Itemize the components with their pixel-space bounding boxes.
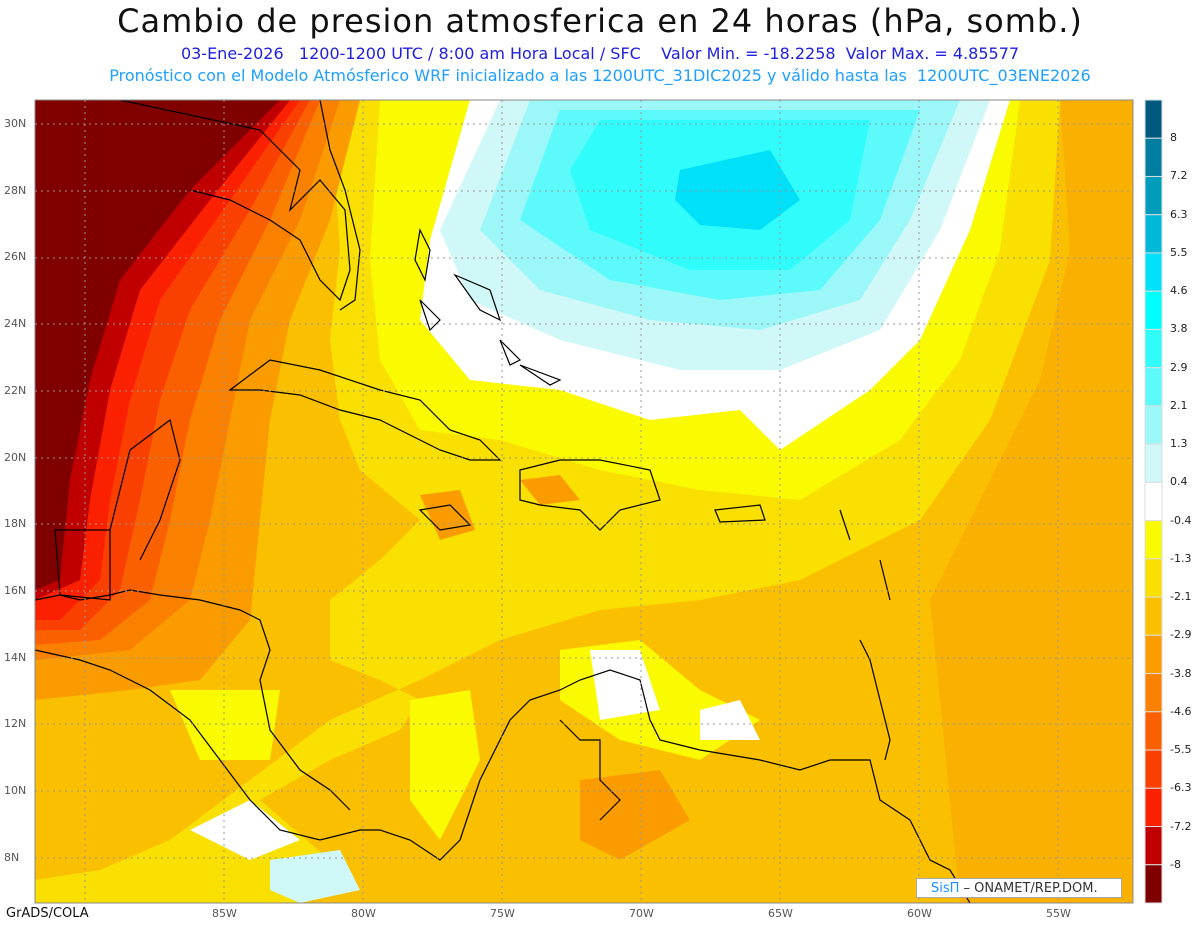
colorbar-swatch xyxy=(1144,137,1163,177)
colorbar-label: -3.8 xyxy=(1170,666,1192,680)
colorbar-swatch xyxy=(1144,520,1163,560)
credit-box: SisΠ – ONAMET/REP.DOM. xyxy=(916,878,1122,898)
latitude-label: 14N xyxy=(4,650,27,664)
latitude-label: 8N xyxy=(4,850,20,864)
longitude-label: 55W xyxy=(1046,907,1071,920)
grid-lines xyxy=(35,100,1133,903)
colorbar-label: 4.6 xyxy=(1170,284,1188,298)
latitude-label: 10N xyxy=(4,784,27,797)
colorbar-swatch xyxy=(1144,558,1163,598)
colorbar-label: -4.6 xyxy=(1170,704,1192,718)
colorbar-label: 2.9 xyxy=(1170,360,1188,374)
latitude-label: 26N xyxy=(4,250,27,264)
map-frame xyxy=(34,99,1134,904)
colorbar-swatch xyxy=(1144,214,1163,254)
longitude-label: 80W xyxy=(351,907,376,920)
colorbar-swatch xyxy=(1144,367,1163,407)
colorbar-swatch xyxy=(1144,634,1163,675)
colorbar-swatch xyxy=(1144,99,1163,139)
colorbar-label: -0.4 xyxy=(1170,513,1192,527)
longitude-label: 60W xyxy=(907,907,932,920)
shaded-field xyxy=(35,100,1133,903)
latitude-label: 16N xyxy=(4,583,27,597)
latitude-label: 24N xyxy=(4,317,27,331)
colorbar-swatch xyxy=(1144,290,1163,330)
colorbar-swatch xyxy=(1144,711,1163,751)
colorbar-label: 8 xyxy=(1170,131,1177,145)
colorbar-swatch xyxy=(1144,864,1163,904)
colorbar-swatch xyxy=(1144,596,1163,636)
colorbar-swatch xyxy=(1144,252,1163,292)
colorbar-swatch xyxy=(1144,175,1163,216)
colorbar-label: -8 xyxy=(1170,857,1181,871)
colorbar-label: 2.1 xyxy=(1170,398,1188,412)
colorbar-swatch xyxy=(1144,787,1163,828)
colorbar-label: 7.2 xyxy=(1170,169,1188,183)
colorbar-swatch xyxy=(1144,749,1163,789)
credit-text: – ONAMET/REP.DOM. xyxy=(959,881,1098,896)
colorbar-label: -5.5 xyxy=(1170,743,1192,757)
colorbar-swatch xyxy=(1144,405,1163,445)
colorbar-swatch xyxy=(1144,673,1163,713)
grads-footer: GrADS/COLA xyxy=(6,906,89,921)
colorbar xyxy=(1144,99,1163,904)
map-subtitle-date-range: 03-Ene-2026 1200-1200 UTC / 8:00 am Hora… xyxy=(180,44,1020,63)
map-title: Cambio de presion atmosferica en 24 hora… xyxy=(117,2,1083,40)
colorbar-label: 6.3 xyxy=(1170,207,1188,221)
sispi-logo: SisΠ xyxy=(931,881,960,896)
colorbar-label: -2.9 xyxy=(1170,628,1192,642)
colorbar-swatch xyxy=(1144,328,1163,369)
colorbar-label: -2.1 xyxy=(1170,590,1192,604)
longitude-label: 65W xyxy=(768,907,793,920)
latitude-label: 12N xyxy=(4,717,27,731)
latitude-label: 18N xyxy=(4,517,27,531)
longitude-label: 85W xyxy=(212,907,237,920)
colorbar-swatch xyxy=(1144,826,1163,866)
colorbar-label: 3.8 xyxy=(1170,322,1188,336)
colorbar-label: 0.4 xyxy=(1170,475,1188,489)
latitude-label: 30N xyxy=(4,117,27,130)
map-subtitle-model-info: Pronóstico con el Modelo Atmósferico WRF… xyxy=(109,66,1091,85)
colorbar-label: 1.3 xyxy=(1170,437,1188,451)
colorbar-label: 5.5 xyxy=(1170,245,1188,259)
latitude-label: 20N xyxy=(4,450,27,464)
colorbar-label: -1.3 xyxy=(1170,551,1192,565)
colorbar-swatch xyxy=(1144,481,1163,522)
longitude-label: 75W xyxy=(490,907,515,920)
longitude-label: 70W xyxy=(629,907,654,920)
coastlines xyxy=(35,100,971,903)
latitude-label: 28N xyxy=(4,183,27,197)
latitude-label: 22N xyxy=(4,383,27,397)
colorbar-label: -7.2 xyxy=(1170,819,1192,833)
colorbar-label: -6.3 xyxy=(1170,781,1192,795)
colorbar-swatch xyxy=(1144,443,1163,483)
